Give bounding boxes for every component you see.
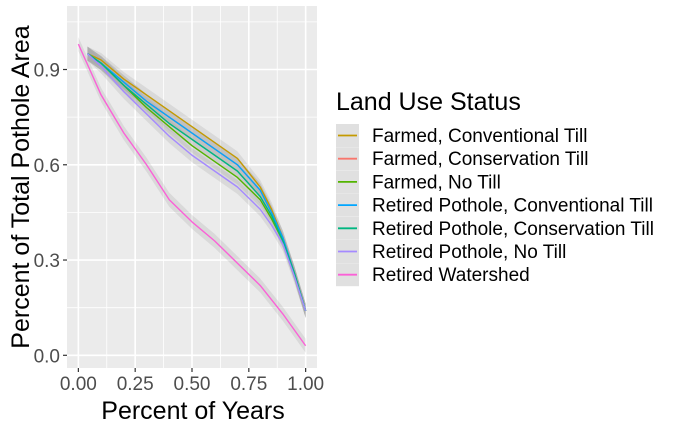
x-axis-title: Percent of Years bbox=[101, 397, 284, 425]
x-tick-label: 0.50 bbox=[174, 374, 211, 395]
y-tick-label: 0.0 bbox=[34, 346, 60, 367]
legend-label: Retired Pothole, No Till bbox=[372, 242, 566, 263]
confidence-ribbon bbox=[87, 46, 306, 318]
legend-label: Farmed, No Till bbox=[372, 172, 501, 193]
x-tick-label: 0.25 bbox=[117, 374, 154, 395]
confidence-ribbon bbox=[87, 46, 306, 318]
confidence-ribbon bbox=[87, 46, 306, 318]
legend-label: Farmed, Conservation Till bbox=[372, 149, 588, 170]
y-tick-label: 0.3 bbox=[34, 251, 60, 272]
legend-label: Retired Watershed bbox=[372, 265, 530, 286]
confidence-ribbon bbox=[87, 46, 306, 318]
series-line bbox=[86, 53, 307, 312]
y-tick-label: 0.9 bbox=[34, 61, 60, 82]
series-line bbox=[77, 43, 307, 347]
x-tick-label: 0.00 bbox=[60, 374, 97, 395]
y-axis-title: Percent of Total Pothole Area bbox=[7, 25, 35, 348]
legend-label: Farmed, Conventional Till bbox=[372, 126, 587, 147]
confidence-ribbon bbox=[87, 46, 306, 318]
axis-ticks: 0.00 0.25 0.50 0.75 1.00 0.0 0.3 0.6 0.9 bbox=[34, 61, 325, 395]
legend-label: Retired Pothole, Conservation Till bbox=[372, 219, 654, 240]
confidence-ribbon bbox=[87, 46, 306, 318]
series-lines bbox=[77, 43, 307, 347]
series-line bbox=[87, 53, 307, 312]
legend-title: Land Use Status bbox=[336, 88, 521, 116]
legend-label: Retired Pothole, Conventional Till bbox=[372, 196, 653, 217]
x-tick-label: 1.00 bbox=[287, 374, 324, 395]
x-tick-label: 0.75 bbox=[230, 374, 267, 395]
y-tick-label: 0.6 bbox=[34, 156, 60, 177]
series-line bbox=[87, 53, 307, 312]
plot-panel bbox=[67, 6, 317, 368]
